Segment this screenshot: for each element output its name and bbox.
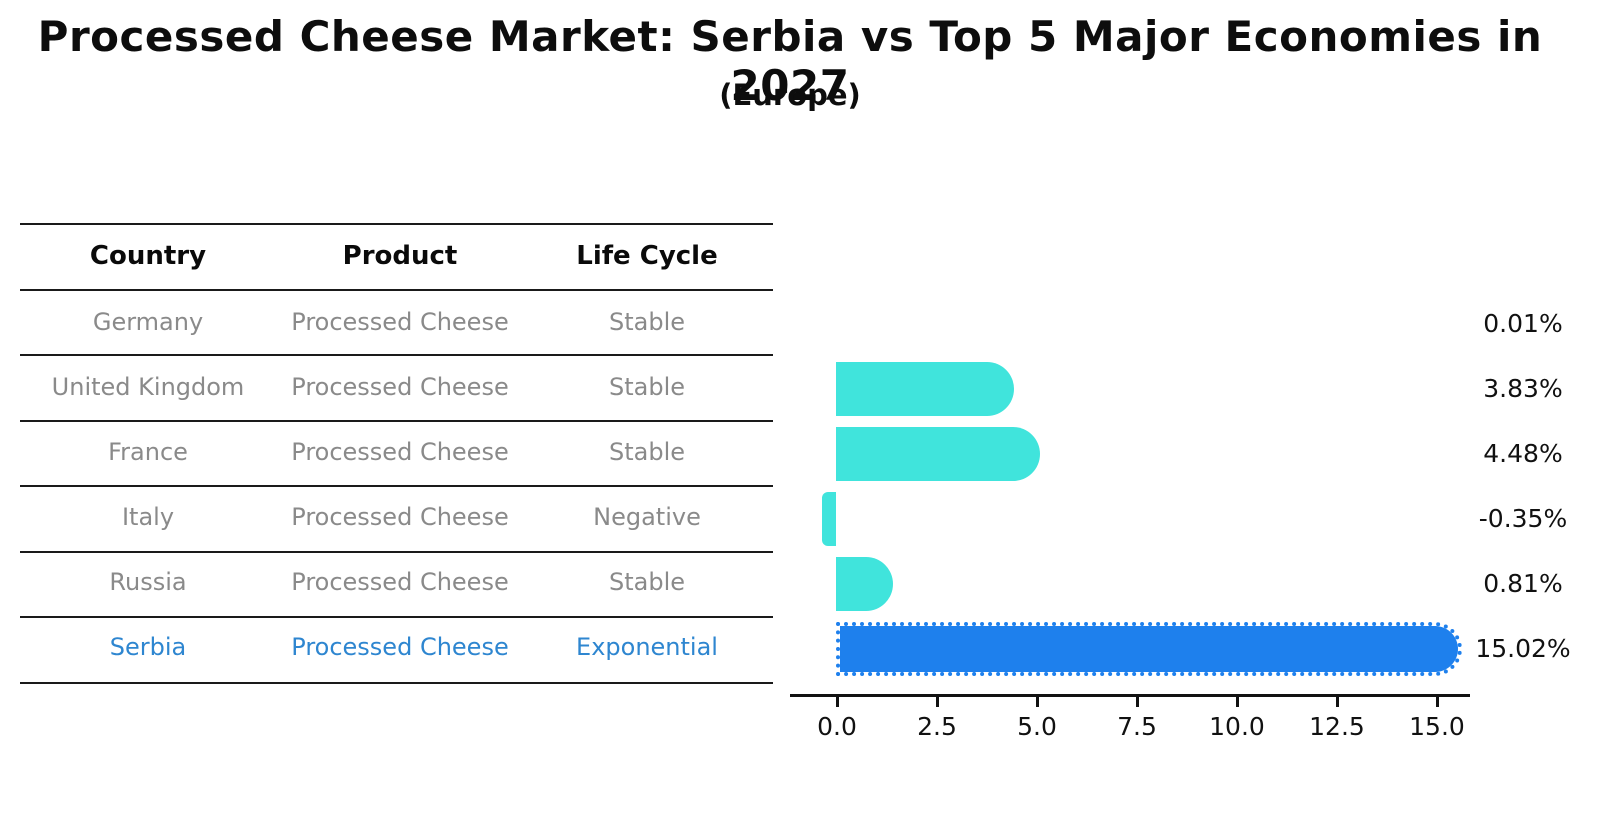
bar-united-kingdom [836,362,1015,416]
table-row-divider [20,551,773,553]
column-header-product: Product [342,241,458,271]
cell-country: Russia [109,568,187,596]
table-row-divider [20,485,773,487]
x-axis-tick-mark [835,696,839,707]
x-axis-tick-mark [1435,696,1439,707]
cell-country: Italy [121,503,175,531]
cell-product: Processed Cheese [291,373,509,401]
cell-country: Germany [92,308,204,336]
cell-life-cycle: Stable [608,373,686,401]
table-header-border [20,289,773,291]
table-row-divider [20,616,773,618]
bar-france [836,427,1041,481]
x-tick-label: 2.5 [917,712,957,741]
bar-serbia [836,622,1462,676]
x-tick-label: 10.0 [1209,712,1265,741]
table-bottom-border [20,682,773,684]
cell-life-cycle: Stable [608,568,686,596]
x-tick-label: 12.5 [1309,712,1365,741]
x-tick-label: 5.0 [1017,712,1057,741]
bar-value-label-united-kingdom: 3.83% [1483,374,1563,403]
table-top-border [20,223,773,225]
cell-country: United Kingdom [51,373,245,401]
cell-life-cycle: Negative [593,503,701,531]
x-axis-line [790,694,1470,697]
cell-product-serbia: Processed Cheese [291,633,509,661]
cell-product: Processed Cheese [291,568,509,596]
cell-product: Processed Cheese [291,308,509,336]
x-axis-tick-mark [935,696,939,707]
cell-product: Processed Cheese [291,438,509,466]
cell-country-serbia: Serbia [109,633,187,661]
cell-country: France [108,438,188,466]
x-axis-tick-mark [1035,696,1039,707]
bar-value-label-france: 4.48% [1483,439,1563,468]
x-tick-label: 7.5 [1117,712,1157,741]
cell-life-cycle-serbia: Exponential [576,633,718,661]
x-axis-tick-mark [1235,696,1239,707]
x-axis-tick-mark [1135,696,1139,707]
chart-title: Processed Cheese Market: Serbia vs Top 5… [37,12,1543,110]
cell-life-cycle: Stable [608,438,686,466]
column-header-country: Country [89,241,207,271]
cell-product: Processed Cheese [291,503,509,531]
x-tick-label: 0.0 [817,712,857,741]
table-row-divider [20,420,773,422]
bar-italy [822,492,836,546]
chart-subtitle: (Europe) [719,78,861,112]
bar-value-label-italy: -0.35% [1478,504,1568,533]
x-tick-label: 15.0 [1409,712,1465,741]
table-row-divider [20,354,773,356]
bar-value-label-germany: 0.01% [1483,309,1563,338]
bar-russia [836,557,894,611]
bar-value-label-russia: 0.81% [1483,569,1563,598]
bar-value-label-serbia: 15.02% [1475,634,1571,663]
cell-life-cycle: Stable [608,308,686,336]
x-axis-tick-mark [1335,696,1339,707]
column-header-life-cycle: Life Cycle [576,241,718,271]
